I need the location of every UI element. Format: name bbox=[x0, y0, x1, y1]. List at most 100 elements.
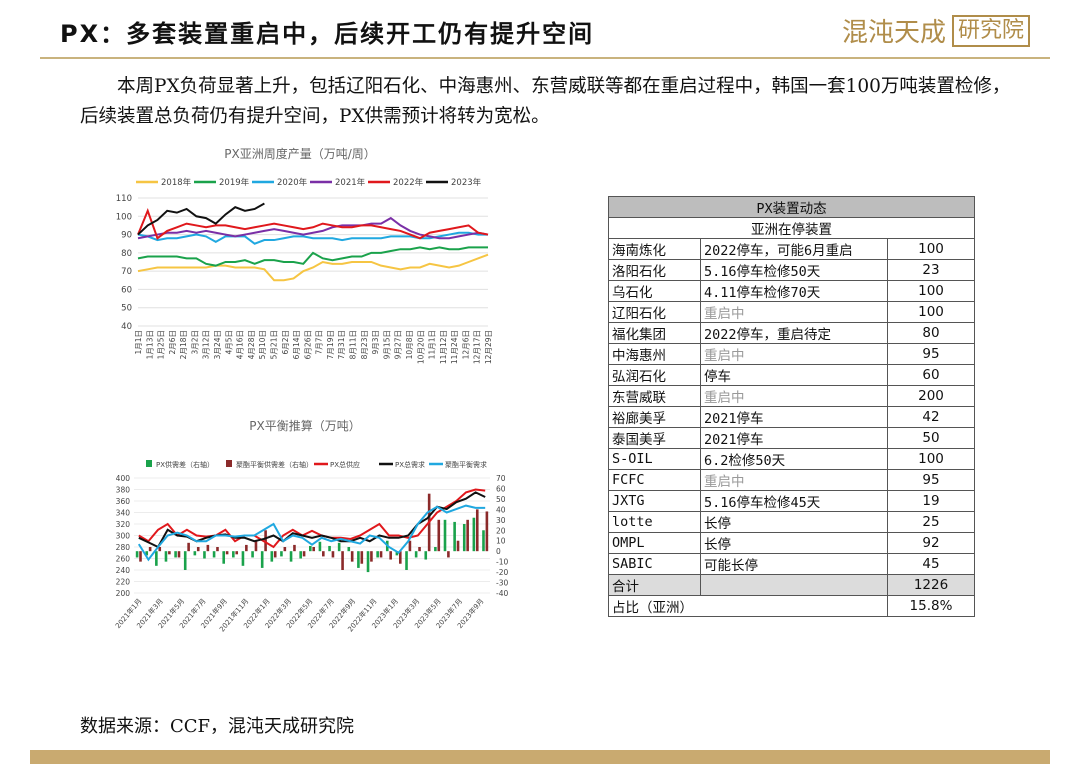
balance-chart: PX平衡推算（万吨） PX供需差（右轴） 聚酯平衡供需差（右轴） PX总供应 PX总需求… bbox=[100, 410, 510, 660]
plant-name: 福化集团 bbox=[608, 322, 701, 344]
series-2021年 bbox=[137, 216, 489, 240]
series-2022年 bbox=[137, 207, 489, 240]
plant-name: 辽阳石化 bbox=[608, 301, 701, 323]
bar-px-gap-4 bbox=[174, 551, 177, 558]
bar-polyester-gap-1 bbox=[148, 547, 152, 552]
chart1-title: PX亚洲周度产量（万吨/周） bbox=[224, 146, 376, 161]
bar-px-gap-25 bbox=[376, 551, 379, 558]
legend-swatch-聚酯平衡供需差（右轴） bbox=[226, 460, 232, 467]
xtick-10月8日: 10月8日 bbox=[405, 330, 414, 359]
xtick-1月25日: 1月25日 bbox=[157, 330, 166, 359]
bar-px-gap-31 bbox=[434, 547, 437, 552]
bar-polyester-gap-33 bbox=[456, 540, 460, 552]
legend-label-2023年: 2023年 bbox=[451, 177, 482, 188]
bar-polyester-gap-31 bbox=[437, 519, 441, 552]
xtick-1月13日: 1月13日 bbox=[145, 330, 154, 359]
xtick-10月20日: 10月20日 bbox=[416, 330, 425, 364]
legend-label-2021年: 2021年 bbox=[335, 177, 366, 188]
xtick-3月2日: 3月2日 bbox=[190, 330, 199, 355]
series-聚酯平衡需求 bbox=[137, 504, 486, 562]
plant-status: 6.2检修50天 bbox=[700, 448, 888, 470]
ratio-label: 占比（亚洲） bbox=[608, 595, 888, 617]
plant-capacity: 100 bbox=[887, 238, 975, 260]
plant-capacity: 200 bbox=[887, 385, 975, 407]
xtick-3月12日: 3月12日 bbox=[202, 330, 211, 359]
xtick-12月17日: 12月17日 bbox=[473, 330, 482, 364]
xtick-11月24日: 11月24日 bbox=[450, 330, 459, 364]
plant-status: 可能长停 bbox=[700, 553, 888, 575]
y2tick-60: 60 bbox=[496, 484, 506, 493]
series-2023年 bbox=[137, 202, 265, 236]
bar-px-gap-19 bbox=[318, 541, 322, 552]
xtick-4月5日: 4月5日 bbox=[224, 330, 233, 355]
legend-label-2019年: 2019年 bbox=[219, 177, 250, 188]
xtick-6月14日: 6月14日 bbox=[292, 330, 301, 359]
y2tick-0: 0 bbox=[496, 547, 501, 556]
xtick-2月18日: 2月18日 bbox=[179, 330, 188, 359]
bar-polyester-gap-3 bbox=[168, 551, 171, 555]
bar-px-gap-9 bbox=[222, 551, 226, 564]
table-row: 海南炼化 2022停车，可能6月重启 100 bbox=[608, 238, 975, 260]
bar-px-gap-29 bbox=[414, 551, 418, 558]
xtick-9月15日: 9月15日 bbox=[382, 330, 391, 359]
bar-px-gap-23 bbox=[357, 551, 360, 568]
y2tick-50: 50 bbox=[496, 495, 506, 504]
xtick-7月31日: 7月31日 bbox=[337, 330, 346, 359]
ytick-380: 380 bbox=[116, 486, 131, 495]
bar-polyester-gap-12 bbox=[254, 540, 258, 552]
y2tick-30: 30 bbox=[496, 516, 506, 525]
xtick-9月27日: 9月27日 bbox=[394, 330, 403, 359]
ytick-50: 50 bbox=[121, 304, 132, 314]
bar-polyester-gap-20 bbox=[331, 551, 335, 558]
bar-polyester-gap-13 bbox=[264, 530, 267, 552]
plant-capacity: 95 bbox=[887, 469, 975, 491]
table-row: JXTG 5.16停车检修45天 19 bbox=[608, 490, 975, 512]
bar-px-gap-16 bbox=[289, 551, 293, 562]
bar-px-gap-12 bbox=[251, 551, 254, 558]
plant-capacity: 42 bbox=[887, 406, 975, 428]
legend-label-聚酯平衡供需差（右轴）: 聚酯平衡供需差（右轴） bbox=[236, 460, 313, 469]
xtick-6月26日: 6月26日 bbox=[303, 330, 312, 359]
total-blank bbox=[700, 574, 888, 596]
total-label: 合计 bbox=[608, 574, 701, 596]
plant-status: 4.11停车检修70天 bbox=[700, 280, 888, 302]
chart2-title: PX平衡推算（万吨） bbox=[249, 418, 360, 433]
legend-label-PX总供应: PX总供应 bbox=[330, 460, 360, 469]
data-source: 数据来源：CCF，混沌天成研究院 bbox=[80, 716, 355, 737]
plant-name: 东营威联 bbox=[608, 385, 701, 407]
y2tick--30: -30 bbox=[496, 579, 508, 588]
bar-px-gap-10 bbox=[232, 551, 235, 558]
plant-status: 5.16停车检修50天 bbox=[700, 259, 888, 281]
plant-capacity: 25 bbox=[887, 511, 975, 533]
legend-label-2022年: 2022年 bbox=[393, 177, 424, 188]
bar-polyester-gap-17 bbox=[302, 551, 306, 557]
bar-px-gap-21 bbox=[337, 542, 341, 552]
y2tick-10: 10 bbox=[496, 537, 506, 546]
plant-name: JXTG bbox=[608, 490, 701, 512]
bar-px-gap-34 bbox=[462, 524, 466, 552]
xtick-5月21日: 5月21日 bbox=[269, 330, 278, 359]
series-PX总供应 bbox=[138, 488, 486, 549]
logo-box: 研究院 bbox=[951, 14, 1030, 47]
bar-px-gap-18 bbox=[309, 545, 312, 552]
xtick-12月6日: 12月6日 bbox=[461, 330, 470, 359]
bar-px-gap-27 bbox=[395, 551, 399, 556]
table-row: 洛阳石化 5.16停车检修50天 23 bbox=[608, 259, 975, 281]
xtick-11月1日: 11月1日 bbox=[428, 330, 437, 359]
plant-status: 5.16停车检修45天 bbox=[700, 490, 888, 512]
bar-px-gap-14 bbox=[270, 551, 274, 562]
bar-px-gap-7 bbox=[203, 551, 206, 559]
xtick-7月7日: 7月7日 bbox=[315, 330, 324, 355]
plant-capacity: 19 bbox=[887, 490, 975, 512]
ytick-360: 360 bbox=[116, 497, 131, 506]
legend-label-聚酯平衡需求: 聚酯平衡需求 bbox=[445, 460, 487, 469]
legend-label-PX总需求: PX总需求 bbox=[395, 460, 425, 469]
series-2020年 bbox=[137, 231, 488, 245]
y2tick-40: 40 bbox=[496, 505, 506, 514]
bar-polyester-gap-35 bbox=[475, 509, 479, 552]
plant-status: 2021停车 bbox=[700, 406, 888, 428]
bar-polyester-gap-21 bbox=[341, 551, 344, 570]
header-divider bbox=[40, 57, 1050, 59]
bar-px-gap-32 bbox=[443, 519, 447, 552]
ytick-60: 60 bbox=[121, 285, 132, 295]
